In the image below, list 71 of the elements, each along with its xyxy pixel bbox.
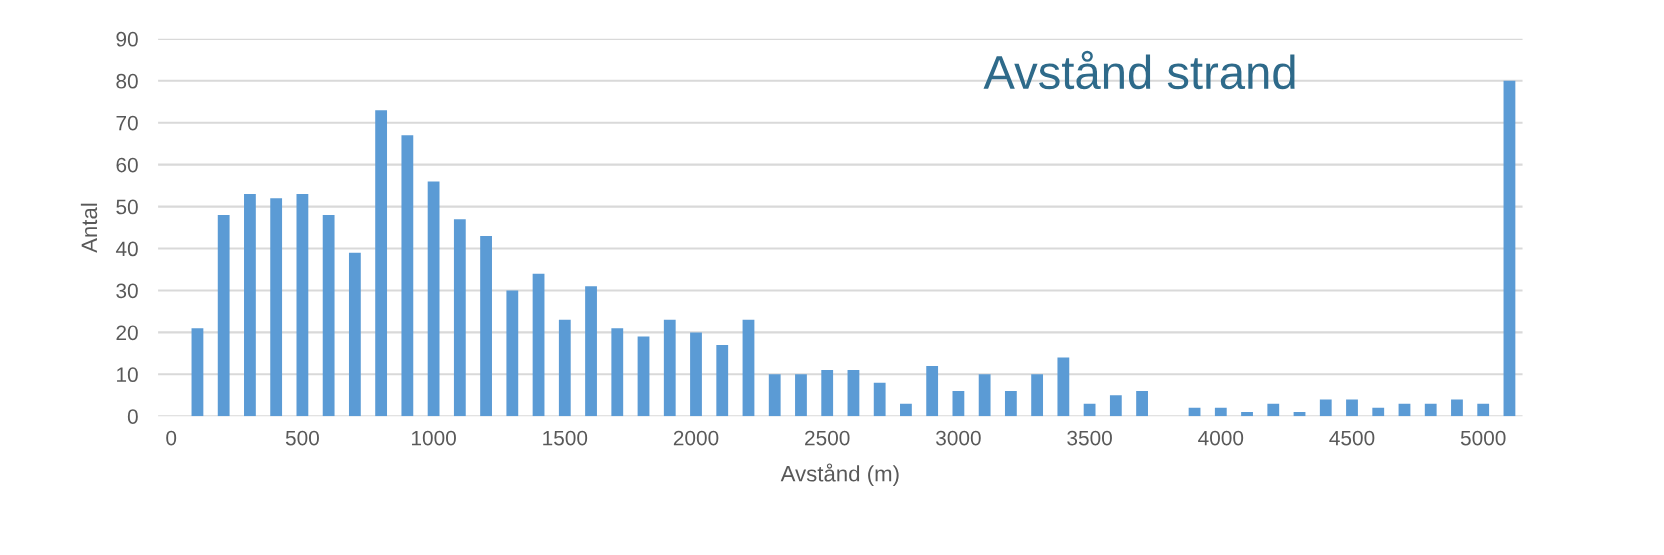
bar (1136, 391, 1148, 417)
bar (401, 135, 414, 417)
y-tick-label: 0 (127, 409, 138, 424)
bar (1241, 412, 1253, 417)
y-axis-title: Antal (80, 203, 98, 253)
bar (1372, 407, 1385, 417)
bar (1083, 403, 1096, 417)
bar (532, 273, 545, 417)
bar (716, 344, 729, 417)
bar (322, 214, 335, 417)
bar (690, 332, 702, 417)
bar (926, 365, 939, 417)
bar (1451, 399, 1463, 417)
bar (663, 319, 676, 417)
bar (900, 403, 912, 417)
bar (1477, 403, 1490, 417)
bar (821, 370, 834, 417)
bar (506, 290, 519, 417)
x-tick-label: 3000 (936, 430, 981, 446)
bar (244, 194, 256, 417)
bar (480, 235, 492, 417)
bar (952, 391, 965, 417)
bar (1057, 357, 1070, 417)
bar (978, 374, 991, 417)
bar (637, 336, 650, 417)
bar (1004, 391, 1017, 417)
bar (1503, 80, 1516, 417)
chart-title: Avstånd strand (983, 50, 1295, 90)
bar (611, 328, 624, 417)
bar (847, 370, 860, 417)
bar (742, 319, 755, 417)
x-tick-label: 1000 (412, 430, 456, 446)
bar (1346, 399, 1358, 417)
y-tick-label: 50 (116, 199, 138, 215)
bar (1109, 395, 1122, 417)
x-tick-label: 4500 (1329, 430, 1375, 446)
x-axis-title: Avstånd (m) (780, 463, 899, 486)
bar (348, 252, 361, 417)
x-tick-label: 0 (166, 430, 177, 446)
bar (558, 319, 571, 417)
bar (768, 374, 781, 417)
y-tick-label: 80 (116, 73, 138, 89)
bar (795, 374, 807, 417)
bar (1424, 403, 1437, 417)
bar (1031, 374, 1044, 417)
bar (873, 382, 886, 417)
y-tick-label: 60 (116, 157, 138, 173)
bar (1214, 407, 1227, 417)
bar (1267, 403, 1280, 417)
x-tick-label: 4000 (1198, 430, 1244, 446)
x-tick-label: 500 (285, 430, 319, 446)
bar (453, 219, 466, 417)
y-tick-label: 10 (117, 367, 138, 383)
bar (427, 181, 440, 417)
bar (1319, 399, 1332, 417)
x-tick-label: 5000 (1460, 430, 1506, 446)
y-tick-label: 40 (115, 241, 138, 257)
bar (217, 214, 230, 417)
bar (191, 328, 204, 417)
y-tick-label: 20 (116, 325, 138, 341)
x-tick-label: 3500 (1067, 430, 1112, 446)
y-tick-label: 30 (116, 283, 138, 299)
bar (270, 198, 283, 417)
bar (375, 110, 388, 417)
x-tick-label: 2500 (805, 430, 850, 446)
y-tick-label: 70 (116, 115, 138, 131)
y-tick-label: 90 (116, 31, 138, 47)
bar (585, 286, 597, 417)
x-tick-label: 1500 (543, 430, 588, 446)
bar (296, 194, 309, 417)
x-tick-label: 2000 (673, 430, 719, 446)
